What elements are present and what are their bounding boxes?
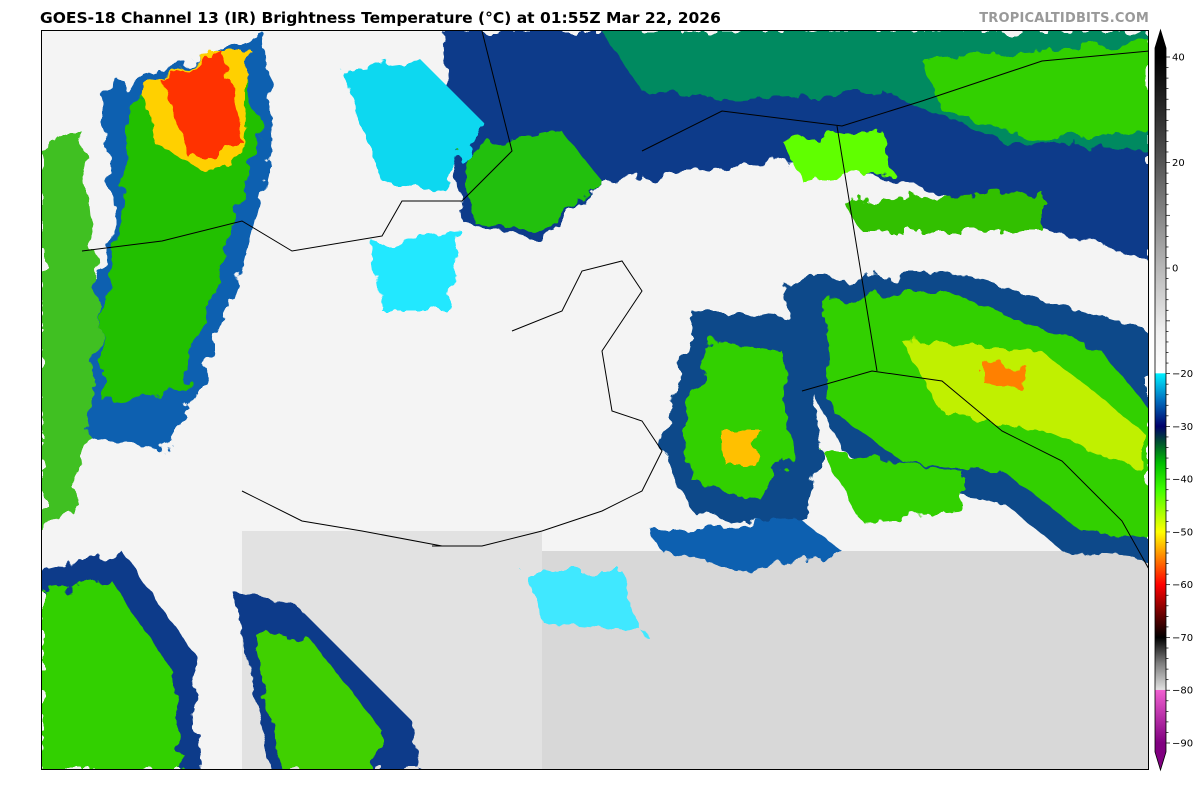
colorbar-tick-label: 20 xyxy=(1172,158,1185,169)
cloud-systems xyxy=(42,31,1148,769)
colorbar-tick-label: 0 xyxy=(1172,264,1178,275)
colorbar-tick-label: −30 xyxy=(1172,422,1193,433)
colorbar-tick-label: −90 xyxy=(1172,739,1193,750)
colorbar-tick-label: −80 xyxy=(1172,686,1193,697)
satellite-ir-map xyxy=(41,30,1149,770)
ir-imagery xyxy=(42,31,1148,769)
colorbar-tick-label: −20 xyxy=(1172,369,1193,380)
brand-watermark: TROPICALTIDBITS.COM xyxy=(979,11,1149,26)
colorbar-tick-label: −50 xyxy=(1172,527,1193,538)
colorbar: 40 20 0 −20 −30 −40 −50 −60 −70 −80 −90 xyxy=(1154,28,1193,772)
colorbar-tick-label: −70 xyxy=(1172,633,1193,644)
colorbar-tick-label: −40 xyxy=(1172,475,1193,486)
colorbar-scale xyxy=(1154,28,1167,772)
colorbar-tick-label: 40 xyxy=(1172,53,1185,64)
coastlines xyxy=(81,31,1148,569)
map-title: GOES-18 Channel 13 (IR) Brightness Tempe… xyxy=(40,9,721,27)
colorbar-tick-label: −60 xyxy=(1172,580,1193,591)
low-cloud-field xyxy=(542,551,1148,769)
